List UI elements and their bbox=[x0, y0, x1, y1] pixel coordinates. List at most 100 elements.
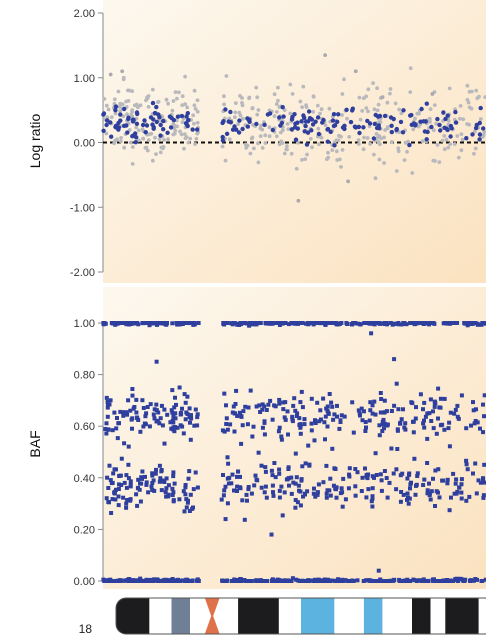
data-point bbox=[171, 498, 176, 503]
data-point bbox=[104, 496, 109, 501]
data-point bbox=[340, 113, 344, 117]
data-point bbox=[318, 408, 323, 413]
data-point bbox=[395, 427, 400, 432]
data-point bbox=[285, 409, 290, 414]
data-point bbox=[177, 497, 182, 502]
data-point bbox=[144, 411, 149, 416]
outlier-point bbox=[346, 179, 351, 184]
data-point bbox=[372, 399, 377, 404]
data-point bbox=[294, 166, 299, 171]
data-point bbox=[413, 416, 418, 421]
data-point bbox=[425, 491, 430, 496]
data-point bbox=[289, 579, 294, 583]
data-point bbox=[186, 476, 191, 481]
data-point bbox=[390, 578, 395, 583]
data-point bbox=[483, 95, 486, 99]
baf-plot-background bbox=[103, 287, 486, 589]
data-point bbox=[143, 474, 147, 479]
data-point bbox=[234, 579, 239, 583]
data-point bbox=[371, 81, 375, 85]
data-point bbox=[289, 127, 294, 132]
data-point bbox=[300, 405, 305, 410]
data-point bbox=[438, 405, 443, 410]
outlier-point bbox=[369, 331, 374, 336]
data-point bbox=[138, 499, 143, 504]
data-point bbox=[130, 416, 135, 421]
data-point bbox=[418, 392, 423, 397]
data-point bbox=[432, 103, 437, 107]
data-point bbox=[104, 122, 109, 128]
data-point bbox=[126, 398, 131, 403]
data-point bbox=[156, 410, 161, 415]
data-point bbox=[121, 114, 126, 119]
data-point bbox=[174, 578, 179, 583]
data-point bbox=[269, 468, 274, 473]
data-point bbox=[340, 504, 345, 509]
data-point bbox=[115, 416, 119, 420]
data-point bbox=[158, 479, 163, 484]
data-point bbox=[177, 322, 182, 327]
data-point bbox=[459, 477, 464, 482]
data-point bbox=[362, 135, 366, 140]
data-point bbox=[394, 169, 399, 173]
data-point bbox=[154, 152, 158, 157]
data-point bbox=[125, 112, 129, 117]
data-point bbox=[387, 480, 392, 485]
data-point bbox=[413, 122, 418, 127]
data-point bbox=[318, 321, 323, 326]
data-point bbox=[433, 504, 437, 508]
data-point bbox=[382, 398, 387, 403]
data-point bbox=[483, 577, 486, 582]
data-point bbox=[180, 578, 185, 583]
data-point bbox=[315, 321, 320, 325]
data-point bbox=[372, 475, 376, 480]
data-point bbox=[134, 410, 139, 415]
data-point bbox=[480, 321, 485, 325]
data-point bbox=[245, 124, 250, 129]
data-point bbox=[113, 104, 119, 109]
data-point bbox=[322, 579, 327, 583]
data-point bbox=[295, 411, 300, 416]
data-point bbox=[118, 101, 122, 106]
data-point bbox=[174, 402, 178, 407]
data-point bbox=[128, 497, 133, 502]
data-point bbox=[471, 321, 476, 325]
data-point bbox=[263, 141, 268, 145]
data-point bbox=[402, 158, 407, 163]
data-point bbox=[315, 492, 320, 497]
data-point bbox=[272, 321, 277, 325]
data-point bbox=[256, 108, 261, 112]
data-point bbox=[180, 406, 184, 411]
data-point bbox=[152, 416, 157, 421]
data-point bbox=[123, 578, 127, 583]
data-point bbox=[304, 103, 308, 107]
data-point bbox=[304, 579, 309, 583]
data-point bbox=[331, 123, 337, 129]
data-point bbox=[482, 130, 486, 134]
data-point bbox=[409, 122, 414, 128]
data-point bbox=[171, 414, 176, 419]
data-point bbox=[388, 91, 392, 96]
data-point bbox=[434, 431, 439, 436]
data-point bbox=[248, 151, 253, 156]
outlier-point bbox=[392, 357, 397, 362]
data-point bbox=[263, 469, 268, 474]
data-point bbox=[335, 119, 340, 125]
data-point bbox=[113, 497, 118, 502]
data-point bbox=[408, 486, 412, 491]
data-point bbox=[278, 130, 283, 135]
data-point bbox=[347, 135, 352, 139]
data-point bbox=[166, 137, 171, 142]
data-point bbox=[301, 84, 306, 89]
data-point bbox=[159, 469, 164, 474]
data-point bbox=[120, 321, 125, 325]
data-point bbox=[183, 485, 188, 490]
data-point bbox=[178, 129, 182, 134]
data-point bbox=[294, 475, 299, 480]
data-point bbox=[238, 410, 242, 415]
data-point bbox=[179, 132, 184, 137]
data-point bbox=[475, 420, 480, 425]
data-point bbox=[184, 410, 189, 415]
data-point bbox=[264, 408, 269, 412]
data-point bbox=[119, 456, 124, 461]
